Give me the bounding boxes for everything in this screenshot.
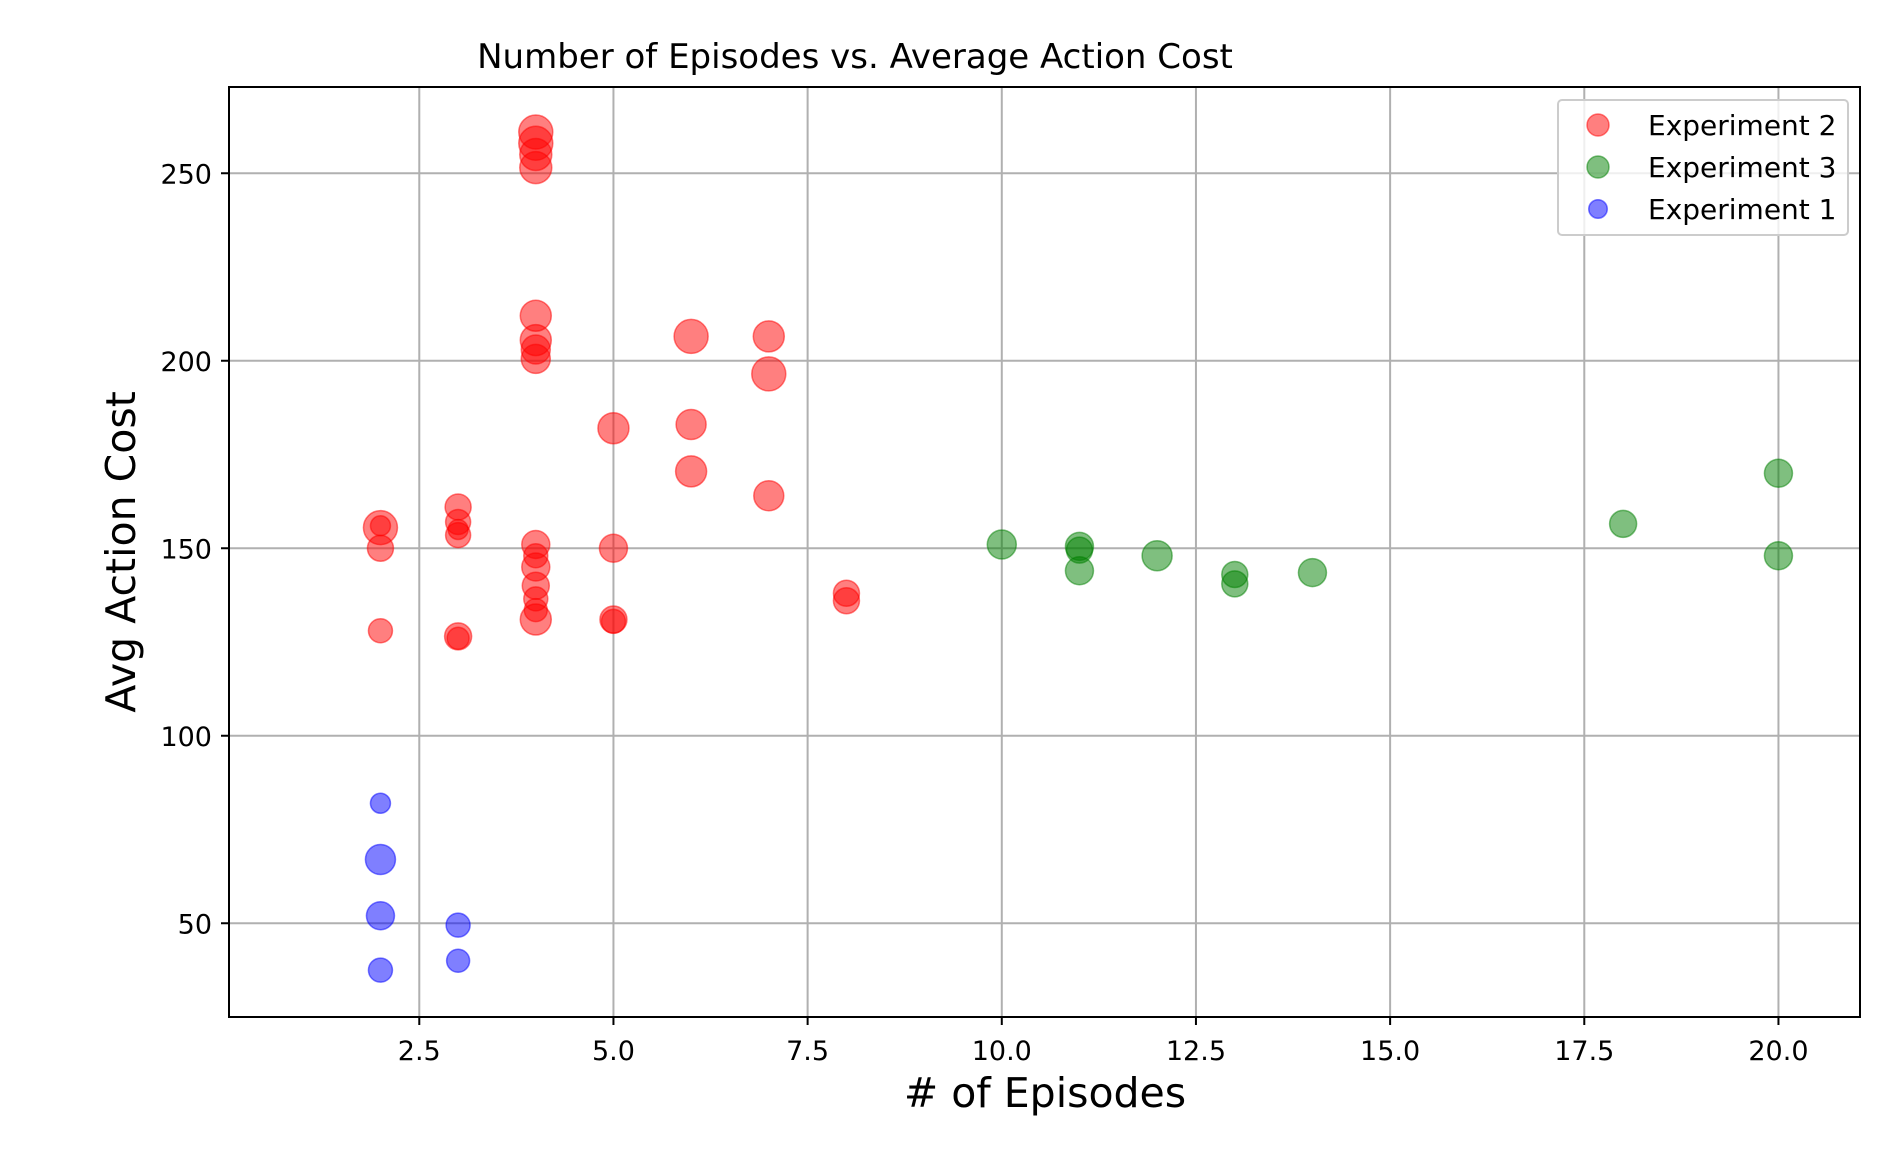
y-tick-label: 200 — [160, 347, 212, 378]
x-tick-label: 7.5 — [786, 1036, 829, 1067]
legend-marker — [1586, 113, 1610, 137]
data-point — [832, 587, 861, 615]
data-point — [1141, 540, 1173, 572]
y-tick-label: 100 — [160, 722, 212, 753]
data-point — [751, 356, 787, 392]
data-points — [362, 114, 1794, 983]
legend-box — [1557, 99, 1849, 236]
data-point — [1608, 509, 1638, 539]
data-point — [752, 320, 786, 353]
data-point — [600, 608, 627, 635]
x-axis-label: # of Episodes — [904, 1069, 1186, 1117]
data-point — [986, 529, 1018, 560]
data-point — [1064, 556, 1095, 586]
y-tick-labels: 50 100 150 200 250 — [160, 159, 212, 940]
axis-ticks — [221, 172, 1780, 1025]
data-point — [673, 318, 709, 355]
legend: Experiment 2 Experiment 3 Experiment 1 — [1557, 99, 1849, 236]
y-tick-label: 50 — [178, 909, 212, 940]
data-point — [1297, 557, 1328, 588]
x-tick-label: 17.5 — [1554, 1036, 1614, 1067]
y-tick-label: 250 — [160, 159, 212, 190]
data-point — [367, 957, 394, 983]
chart-title: Number of Episodes vs. Average Action Co… — [477, 37, 1233, 77]
x-tick-label: 12.5 — [1166, 1036, 1226, 1067]
data-point — [369, 792, 392, 814]
x-tick-label: 20.0 — [1748, 1036, 1808, 1067]
x-tick-label: 5.0 — [592, 1036, 635, 1067]
data-point — [520, 343, 552, 375]
data-point — [1763, 458, 1794, 488]
data-point — [519, 603, 553, 636]
data-point — [366, 534, 395, 562]
data-point — [519, 150, 553, 185]
data-point — [369, 515, 392, 537]
x-tick-labels: 2.5 5.0 7.5 10.0 12.5 15.0 17.5 20.0 — [398, 1036, 1809, 1067]
y-tick-label: 150 — [160, 534, 212, 565]
plot-frame — [228, 86, 1861, 1018]
series-3 — [364, 792, 471, 983]
data-point — [364, 843, 397, 876]
data-point — [674, 455, 708, 488]
legend-label: Experiment 2 — [1648, 109, 1837, 142]
legend-marker — [1586, 155, 1610, 179]
data-point — [675, 408, 707, 441]
series-1 — [362, 114, 861, 651]
data-point — [598, 533, 629, 563]
data-point — [445, 912, 471, 938]
x-tick-label: 10.0 — [972, 1036, 1032, 1067]
data-point — [365, 901, 396, 931]
x-tick-label: 2.5 — [398, 1036, 441, 1067]
legend-marker — [1588, 199, 1608, 219]
legend-label: Experiment 3 — [1648, 151, 1837, 184]
x-tick-label: 15.0 — [1360, 1036, 1420, 1067]
legend-items: Experiment 2 Experiment 3 Experiment 1 — [1586, 109, 1837, 226]
data-point — [1221, 570, 1249, 598]
y-axis-label: Avg Action Cost — [97, 391, 145, 713]
data-point — [446, 626, 470, 650]
data-point — [444, 521, 472, 549]
data-point — [445, 948, 471, 973]
series-2 — [986, 458, 1794, 598]
data-point — [597, 412, 630, 445]
data-point — [367, 618, 394, 644]
data-point — [753, 480, 785, 512]
data-point — [1763, 541, 1794, 571]
legend-label: Experiment 1 — [1648, 193, 1837, 226]
